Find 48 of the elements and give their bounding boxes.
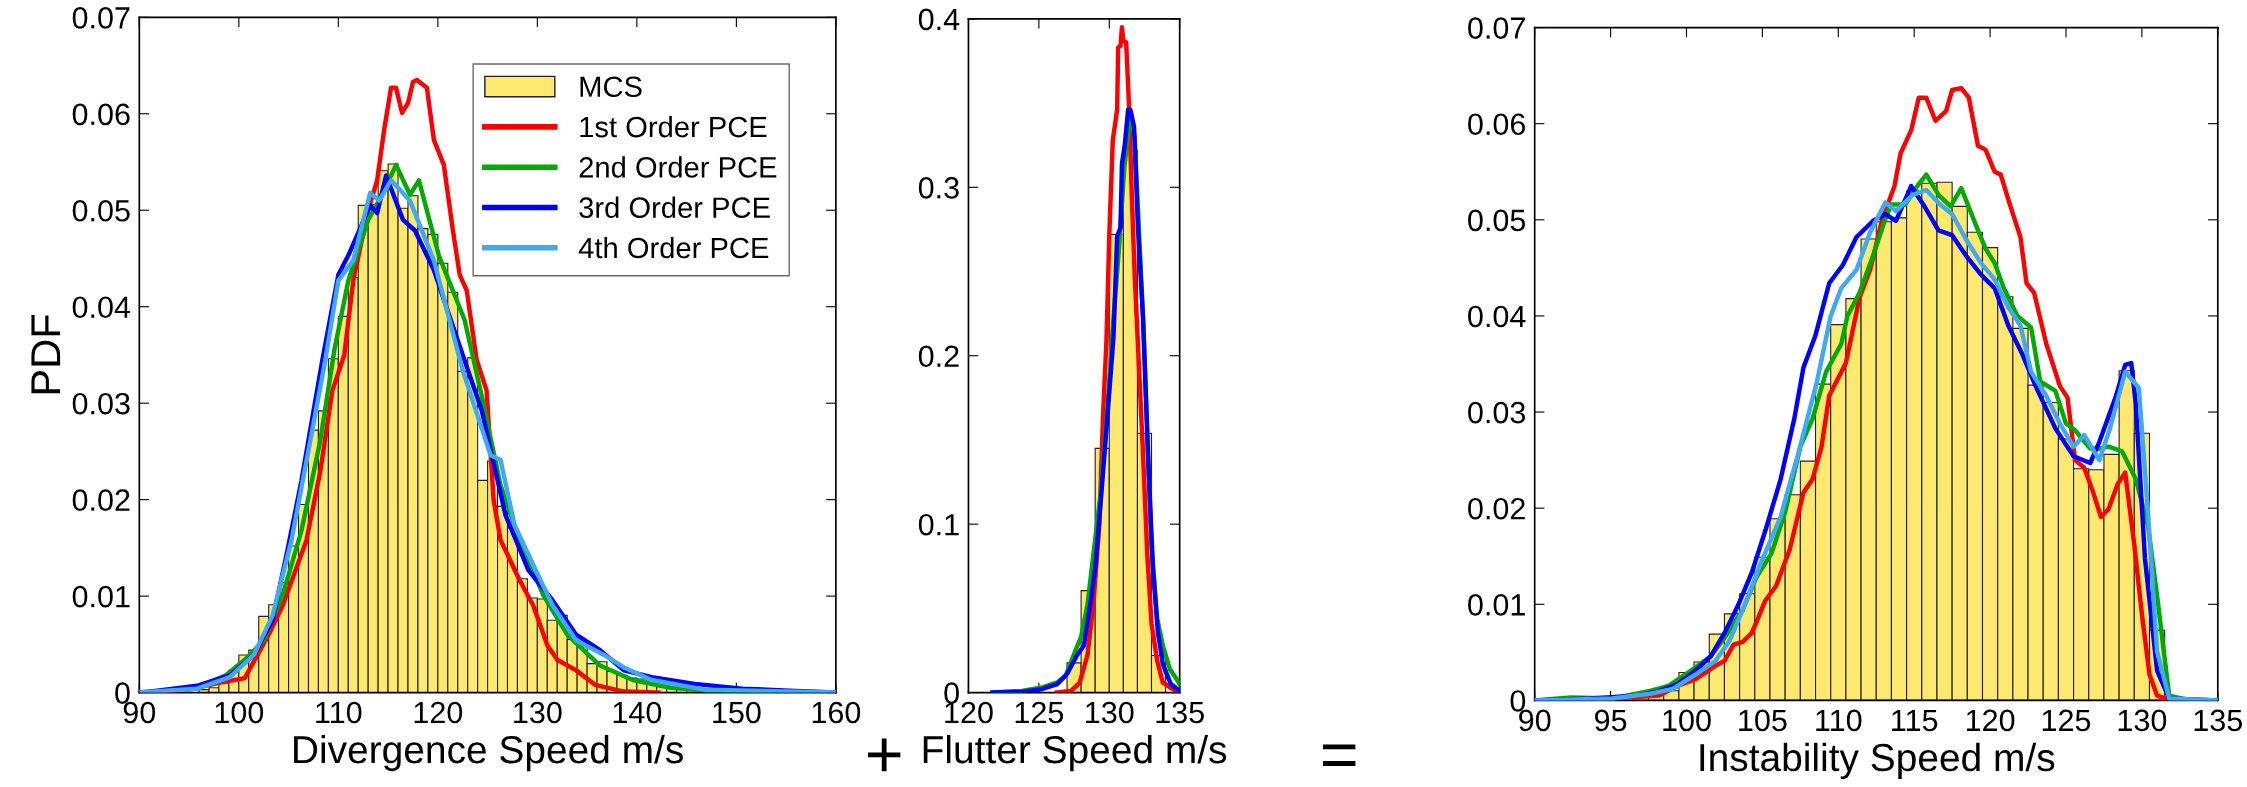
y-tick-label: 0.05 [1468,209,1526,232]
x-tick-label: 160 [812,701,861,724]
legend-label: 3rd Order PCE [579,196,770,219]
x-tick-label: 110 [1816,709,1862,732]
x-tick-label: 130 [1086,701,1134,724]
x-tick-label: 115 [1892,709,1938,732]
x-tick-label: 125 [2042,709,2091,732]
legend-label: MCS [580,76,642,98]
y-tick-label: 0.07 [72,7,130,29]
x-tick-label: 130 [514,701,562,724]
y-tick-label: 0.1 [918,513,959,536]
x-tick-label: 95 [1595,709,1627,732]
x-tick-label: 105 [1739,709,1787,732]
y-tick-label: 0.2 [918,345,959,368]
y-tick-label: 0.01 [72,585,130,608]
y-tick-label: 0.01 [1468,594,1525,616]
x-tick-label: 125 [1015,701,1064,724]
text: = [1323,744,1356,766]
x-tick-label: 100 [1663,709,1711,732]
x-axis-title: Instability Speed m/s [1700,742,2055,780]
text: + [867,738,901,772]
y-tick-label: 0.03 [1468,401,1526,424]
y-tick-label: 0.02 [1468,497,1525,520]
x-tick-label: 150 [713,701,761,724]
x-tick-label: 120 [414,701,463,724]
x-tick-label: 130 [2118,709,2167,732]
x-axis-title: Flutter Speed m/s [923,734,1227,772]
x-tick-label: 140 [613,701,662,724]
y-tick-label: 0.03 [72,392,130,415]
y-tick-label: 0.04 [72,296,131,319]
y-tick-label: 0.04 [1468,305,1526,328]
legend-label: 1st Order PCE [580,115,767,138]
y-tick-label: 0.07 [1468,17,1525,39]
y-tick-label: 0.06 [72,103,130,126]
x-tick-label: 120 [1966,709,2015,732]
y-tick-label: 0.4 [918,8,960,31]
legend-label: 2nd Order PCE [579,156,777,178]
x-tick-label: 135 [1156,701,1204,724]
y-axis-title: PDF [31,314,61,394]
x-tick-label: 135 [2194,709,2242,732]
y-tick-label: 0.3 [918,177,959,199]
y-tick-label: 0.02 [72,489,130,511]
legend-label: 4th Order PCE [578,236,769,259]
x-axis-title: Divergence Speed m/s [294,734,683,772]
y-tick-label: 0.05 [72,199,130,222]
y-tick-label: 0.06 [1468,113,1526,136]
x-tick-label: 100 [215,701,264,724]
x-tick-label: 110 [316,701,362,724]
